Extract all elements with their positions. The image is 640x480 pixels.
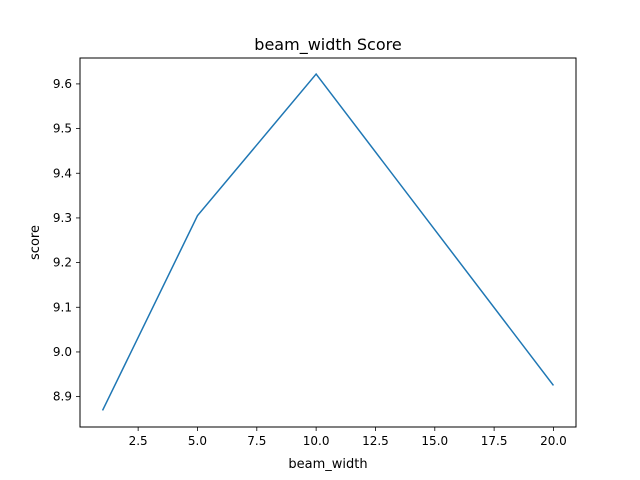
x-tick-label: 20.0 xyxy=(540,434,567,448)
plot-frame xyxy=(79,57,577,428)
x-axis-label: beam_width xyxy=(288,457,367,472)
ticks-layer: 2.5 5.0 7.5 10.0 12.5 15.0 17.5 20.0 8.9 9.0 9.1 9.… xyxy=(53,77,567,448)
x-tick-label: 17.5 xyxy=(481,434,508,448)
x-tick-label: 12.5 xyxy=(362,434,389,448)
x-tick-label: 5.0 xyxy=(188,434,207,448)
y-tick-label: 9.1 xyxy=(53,300,72,314)
x-tick-label: 7.5 xyxy=(247,434,266,448)
y-tick-label: 9.5 xyxy=(53,122,72,136)
y-tick-label: 9.0 xyxy=(53,345,72,359)
chart-title: beam_width Score xyxy=(254,35,401,55)
x-tick-label: 15.0 xyxy=(421,434,448,448)
x-tick-label: 2.5 xyxy=(129,434,148,448)
y-tick-label: 9.4 xyxy=(53,166,72,180)
series-line-0 xyxy=(101,72,555,411)
y-tick-label: 9.3 xyxy=(53,211,72,225)
y-tick-label: 8.9 xyxy=(53,390,72,404)
plot-layer xyxy=(101,72,555,411)
y-axis-label: score xyxy=(28,225,43,260)
x-tick-label: 10.0 xyxy=(303,434,330,448)
y-tick-label: 9.6 xyxy=(53,77,72,91)
y-tick-label: 9.2 xyxy=(53,256,72,270)
